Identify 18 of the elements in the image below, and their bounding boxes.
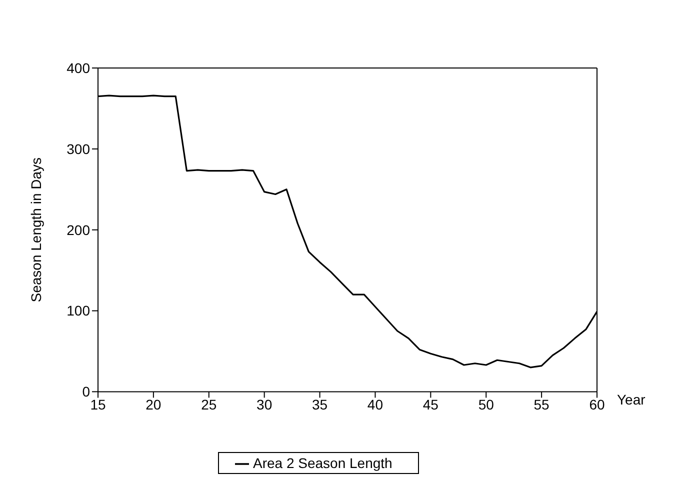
- y-tick-label: 400: [66, 60, 90, 76]
- x-tick-label: 60: [589, 396, 605, 413]
- x-tick-label: 50: [478, 396, 494, 413]
- y-tick-label: 200: [66, 222, 90, 238]
- x-tick-label: 25: [201, 396, 217, 413]
- x-tick-label: 55: [534, 396, 550, 413]
- y-axis-title: Season Length in Days: [28, 157, 44, 302]
- legend-label: Area 2 Season Length: [253, 454, 392, 471]
- x-tick-label: 40: [367, 396, 384, 413]
- x-tick-label: 15: [90, 396, 106, 413]
- x-tick-label: 35: [312, 396, 328, 413]
- x-axis-title: Year: [617, 392, 646, 408]
- x-tick-label: 20: [146, 396, 162, 413]
- y-tick-label: 300: [66, 140, 90, 157]
- x-tick-label: 45: [422, 396, 439, 413]
- x-tick-label: 30: [256, 396, 272, 413]
- y-tick-label: 100: [66, 302, 90, 319]
- y-tick-label: 0: [82, 384, 90, 400]
